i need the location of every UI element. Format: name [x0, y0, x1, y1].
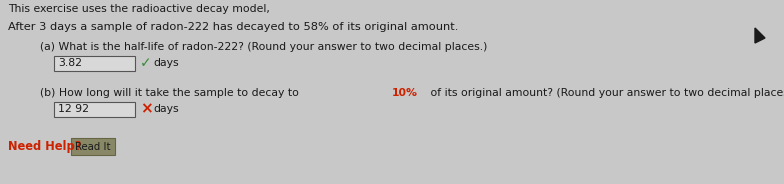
- Text: of its original amount? (Round your answer to two decimal places.: of its original amount? (Round your answ…: [427, 88, 784, 98]
- Polygon shape: [755, 28, 765, 43]
- Text: 10%: 10%: [391, 88, 417, 98]
- Text: Read It: Read It: [75, 141, 111, 151]
- Text: This exercise uses the radioactive decay model,: This exercise uses the radioactive decay…: [8, 4, 270, 14]
- Text: ×: ×: [140, 102, 153, 116]
- Text: (a) What is the half-life of radon-222? (Round your answer to two decimal places: (a) What is the half-life of radon-222? …: [40, 42, 488, 52]
- Text: days: days: [153, 58, 179, 68]
- Text: (b) How long will it take the sample to decay to: (b) How long will it take the sample to …: [40, 88, 303, 98]
- Text: days: days: [153, 104, 179, 114]
- Text: ✓: ✓: [140, 56, 151, 70]
- Text: 12 92: 12 92: [58, 104, 89, 114]
- Text: After 3 days a sample of radon-222 has decayed to 58% of its original amount.: After 3 days a sample of radon-222 has d…: [8, 22, 459, 32]
- Text: Need Help?: Need Help?: [8, 140, 82, 153]
- FancyBboxPatch shape: [55, 56, 136, 70]
- FancyBboxPatch shape: [71, 138, 115, 155]
- Text: 3.82: 3.82: [58, 58, 82, 68]
- FancyBboxPatch shape: [55, 102, 136, 116]
